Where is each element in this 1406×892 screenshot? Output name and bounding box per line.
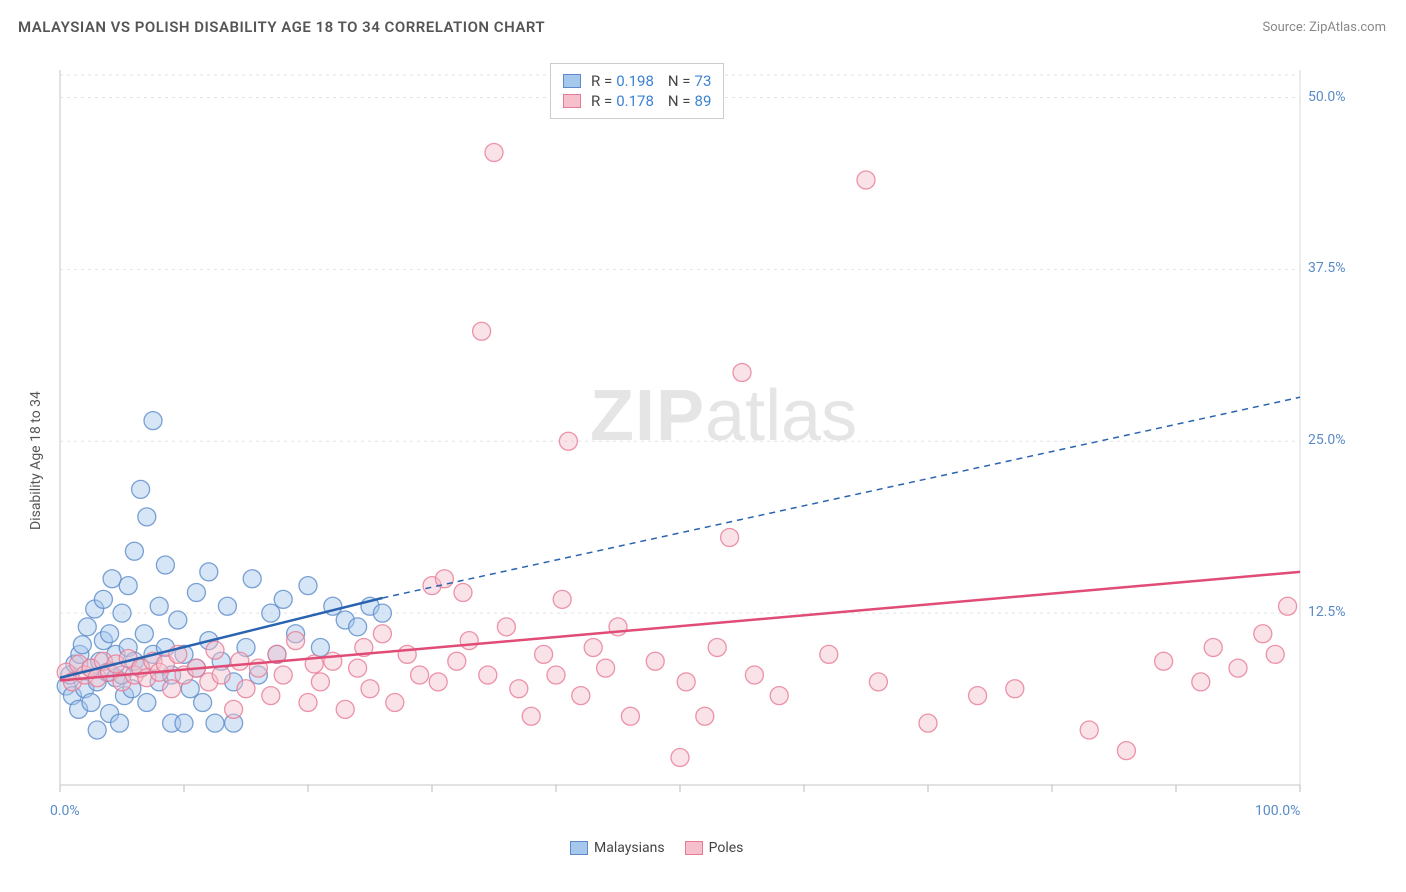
stats-row: R = 0.178 N = 89 [563, 92, 711, 110]
stat-r-label: R = [591, 72, 612, 90]
stats-swatch [563, 94, 581, 108]
stats-row: R = 0.198 N = 73 [563, 72, 711, 90]
tick-label: 0.0% [50, 803, 80, 819]
scatter-plot: ZIPatlas [50, 55, 1350, 825]
stat-n-value: 73 [695, 72, 712, 90]
tick-label: 100.0% [1255, 803, 1300, 819]
stats-swatch [563, 74, 581, 88]
chart-title: MALAYSIAN VS POLISH DISABILITY AGE 18 TO… [18, 18, 545, 36]
legend-swatch-poles [685, 841, 703, 855]
legend-swatch-malaysians [570, 841, 588, 855]
tick-label: 12.5% [1308, 604, 1346, 620]
tick-label: 25.0% [1308, 432, 1346, 448]
stat-n-label: N = [668, 72, 691, 90]
bottom-legend: Malaysians Poles [570, 840, 743, 856]
tick-label: 50.0% [1308, 89, 1346, 105]
legend-label-malaysians: Malaysians [594, 840, 665, 856]
y-axis-label: Disability Age 18 to 34 [28, 391, 44, 530]
stat-n-value: 89 [695, 92, 712, 110]
legend-label-poles: Poles [709, 840, 744, 856]
stats-legend-box: R = 0.198 N = 73 R = 0.178 N = 89 [550, 63, 724, 119]
source-attribution: Source: ZipAtlas.com [1262, 20, 1386, 35]
stat-r-value: 0.178 [616, 92, 654, 110]
source-link[interactable]: ZipAtlas.com [1309, 20, 1386, 35]
legend-item-poles: Poles [685, 840, 744, 856]
plot-svg [50, 55, 1350, 825]
tick-label: 37.5% [1308, 260, 1346, 276]
stat-n-label: N = [668, 92, 691, 110]
stat-r-value: 0.198 [616, 72, 654, 90]
stat-r-label: R = [591, 92, 612, 110]
source-label: Source: [1262, 20, 1309, 35]
legend-item-malaysians: Malaysians [570, 840, 665, 856]
